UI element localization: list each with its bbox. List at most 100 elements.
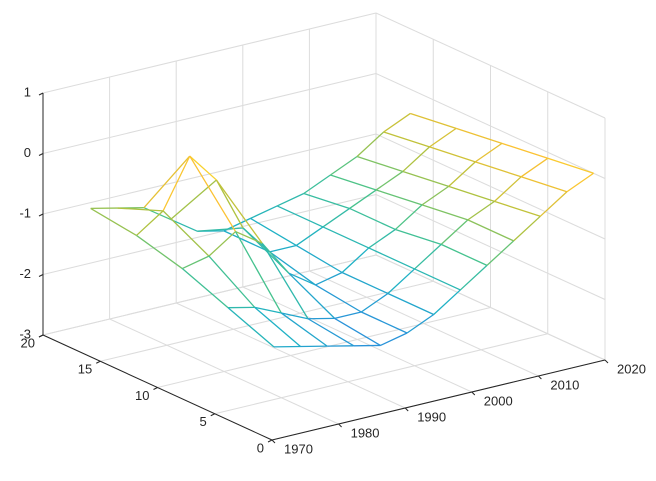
- tick-mark: [38, 274, 44, 277]
- mesh-edge: [421, 204, 469, 221]
- mesh-edge: [394, 204, 423, 230]
- mesh-edge: [303, 174, 331, 195]
- z-tick-label: -2: [19, 266, 31, 281]
- mesh-edge: [162, 155, 191, 212]
- grid-line: [375, 254, 606, 361]
- grid-line: [375, 12, 606, 119]
- mesh-edge: [356, 155, 404, 173]
- mesh-edge: [349, 207, 396, 231]
- mesh-edge: [288, 272, 336, 319]
- mesh-edge: [474, 142, 503, 163]
- mesh-edge: [269, 251, 316, 286]
- mesh-edge: [215, 179, 263, 244]
- mesh-edge: [223, 230, 270, 253]
- mesh-edge: [459, 264, 488, 291]
- grid-line: [42, 254, 377, 336]
- mesh-edge: [269, 244, 297, 253]
- mesh-edge: [349, 189, 377, 209]
- z-tick-label: 1: [24, 84, 31, 99]
- mesh-edge: [280, 312, 328, 347]
- mesh-edge: [547, 157, 594, 174]
- mesh-edge: [566, 172, 594, 193]
- mesh-edge: [197, 227, 244, 232]
- mesh-edge: [276, 205, 324, 228]
- grid-line: [157, 307, 491, 388]
- mesh-edge: [360, 292, 389, 313]
- mesh-edge: [330, 155, 358, 176]
- mesh-edge: [250, 205, 278, 219]
- mesh-edge: [421, 185, 450, 206]
- x-tick-label: 2010: [550, 377, 579, 392]
- mesh-edge: [360, 311, 408, 334]
- mesh-edge: [475, 161, 522, 178]
- grid-line: [42, 194, 377, 275]
- y-tick-label: 10: [135, 388, 149, 403]
- mesh-edge: [429, 146, 476, 163]
- mesh-edge: [440, 219, 469, 245]
- grid-line: [42, 12, 377, 94]
- mesh-edge: [448, 161, 476, 187]
- z-tick-label: 0: [24, 145, 31, 160]
- y-tick-label: 20: [21, 335, 35, 350]
- tick-mark: [38, 213, 44, 217]
- mesh-edge: [136, 234, 183, 270]
- mesh-edge: [322, 226, 370, 249]
- mesh-edge: [395, 228, 442, 246]
- tick-mark: [38, 334, 44, 338]
- mesh-edge: [315, 284, 362, 313]
- mesh-edge: [375, 170, 404, 191]
- mesh-edge: [402, 170, 449, 188]
- mesh-edge: [494, 200, 541, 217]
- mesh-edge: [181, 268, 229, 309]
- mesh-edge: [303, 192, 350, 210]
- y-tick-label: 0: [257, 440, 264, 455]
- mesh-edge: [387, 268, 415, 294]
- mesh-edge: [501, 142, 548, 159]
- tick-mark: [404, 407, 409, 412]
- tick-mark: [471, 391, 476, 396]
- mesh-edge: [539, 191, 568, 217]
- mesh-edge: [170, 179, 217, 220]
- mesh-edge: [162, 210, 210, 257]
- z-tick-label: -1: [19, 205, 31, 220]
- x-axis: [271, 359, 606, 441]
- mesh-edge: [440, 243, 488, 266]
- tick-mark: [267, 439, 273, 443]
- mesh-edge: [368, 247, 415, 270]
- mesh-edge: [433, 289, 461, 315]
- tick-mark: [538, 375, 542, 380]
- mesh-edge: [467, 200, 495, 221]
- mesh-edge: [288, 272, 316, 286]
- y-tick-label: 15: [78, 362, 92, 377]
- y-tick-label: 5: [200, 414, 207, 429]
- tick-mark: [338, 423, 342, 428]
- mesh-edge: [387, 292, 434, 316]
- mesh-edge: [494, 176, 522, 202]
- x-tick-label: 2020: [617, 361, 646, 376]
- mesh-edge: [143, 155, 191, 209]
- mesh-edge: [513, 215, 541, 242]
- mesh-edge: [376, 189, 423, 206]
- mesh-edge: [227, 307, 275, 348]
- mesh-edge: [429, 127, 457, 148]
- mesh-edge: [208, 255, 256, 308]
- mesh-edge: [276, 192, 305, 207]
- mesh-edge: [486, 240, 515, 266]
- mesh-edge: [295, 244, 343, 274]
- mesh-edge: [315, 271, 343, 286]
- x-tick-label: 2000: [484, 393, 513, 408]
- mesh-edge: [380, 332, 408, 347]
- mesh-edge: [235, 230, 263, 244]
- tick-mark: [38, 92, 44, 96]
- x-tick-label: 1990: [417, 409, 446, 424]
- mesh-edge: [410, 112, 457, 130]
- mesh-edge: [368, 228, 396, 249]
- mesh-edge: [341, 247, 370, 273]
- mesh-edge: [467, 219, 514, 242]
- mesh-edge: [117, 207, 164, 212]
- mesh-edge: [520, 157, 549, 178]
- tick-mark: [604, 359, 609, 364]
- grid-line: [214, 333, 548, 415]
- mesh-edge: [402, 146, 430, 172]
- mesh-edge: [281, 312, 309, 320]
